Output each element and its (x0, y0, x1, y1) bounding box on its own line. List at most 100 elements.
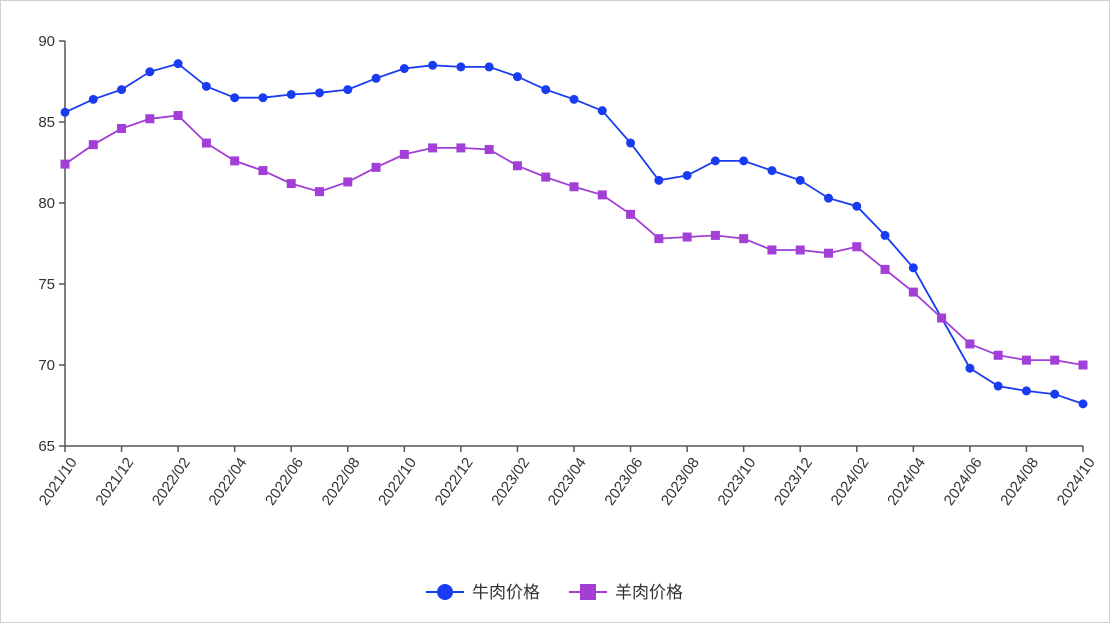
data-point (597, 190, 607, 200)
data-point (908, 287, 918, 297)
data-point (654, 234, 664, 244)
x-tick-label: 2023/08 (658, 455, 703, 509)
data-point (428, 60, 438, 70)
x-tick-label: 2024/04 (884, 455, 929, 509)
x-tick-label: 2021/10 (36, 455, 81, 509)
data-point (88, 94, 98, 104)
data-point (739, 234, 749, 244)
x-tick-label: 2023/10 (714, 455, 759, 509)
data-point (343, 177, 353, 187)
legend-label: 牛肉价格 (472, 583, 540, 603)
x-tick-label: 2022/10 (375, 455, 420, 509)
data-point (428, 143, 438, 153)
data-point (626, 138, 636, 148)
data-point (569, 182, 579, 192)
data-point (1021, 386, 1031, 396)
data-point (60, 107, 70, 117)
data-point (230, 156, 240, 166)
data-point (1078, 399, 1088, 409)
x-tick-label: 2023/12 (771, 455, 816, 509)
data-point (824, 193, 833, 203)
data-point (117, 85, 127, 95)
data-point (286, 89, 296, 99)
legend-label: 羊肉价格 (615, 583, 683, 603)
data-point (541, 172, 551, 182)
data-point (371, 162, 381, 172)
data-point (512, 161, 522, 171)
data-point (117, 123, 127, 133)
data-point (852, 242, 862, 252)
data-point (795, 175, 805, 185)
legend-item-2: 羊肉价格 (569, 583, 683, 603)
data-point (880, 264, 890, 274)
x-tick-label: 2022/06 (262, 455, 307, 509)
data-point (1050, 389, 1060, 399)
data-point (654, 175, 664, 185)
data-point (173, 59, 183, 69)
data-point (399, 64, 409, 74)
legend: 牛肉价格 羊肉价格 (426, 583, 683, 603)
data-point (343, 85, 353, 95)
data-point (258, 93, 268, 103)
data-point (201, 138, 211, 148)
data-point (512, 72, 522, 82)
data-point (145, 67, 155, 77)
data-point (60, 159, 70, 169)
data-point (682, 232, 692, 242)
data-point (795, 245, 805, 255)
data-point (682, 170, 692, 180)
data-point (1021, 355, 1031, 365)
data-point (258, 166, 268, 176)
x-tick-label: 2023/02 (488, 455, 533, 509)
data-point (456, 62, 466, 72)
data-point (371, 73, 381, 83)
legend-marker (580, 584, 596, 600)
x-tick-label: 2022/08 (319, 455, 364, 509)
x-tick-label: 2024/02 (828, 455, 873, 509)
x-tick-label: 2022/12 (432, 455, 477, 509)
data-point (993, 350, 1003, 360)
data-point (145, 114, 155, 124)
x-tick-label: 2023/06 (601, 455, 646, 509)
data-point (993, 381, 1003, 391)
data-point (173, 111, 183, 121)
data-point (569, 94, 579, 104)
y-tick-label: 75 (38, 276, 55, 293)
data-point (908, 263, 918, 273)
x-tick-label: 2022/04 (205, 455, 250, 509)
data-point (767, 166, 777, 176)
data-point (852, 201, 862, 211)
data-point (456, 143, 466, 153)
data-point (1050, 355, 1060, 365)
data-point (484, 145, 494, 155)
x-tick-label: 2024/08 (997, 455, 1042, 509)
data-point (201, 81, 211, 91)
series-line (64, 114, 1084, 366)
data-point (315, 187, 324, 197)
data-point (965, 363, 975, 373)
x-tick-label: 2023/04 (545, 455, 590, 509)
data-point (937, 313, 947, 323)
data-point (710, 156, 720, 166)
data-point (824, 248, 833, 258)
axes: 65 70 75 80 85 90 2021/10 2021/12 2022/02 2022/04… (36, 33, 1099, 509)
x-tick-label: 2021/12 (92, 455, 137, 509)
data-point (880, 230, 890, 240)
data-point (286, 179, 296, 189)
x-tick-label: 2024/06 (941, 455, 986, 509)
y-tick-label: 80 (38, 195, 55, 212)
legend-marker (437, 584, 453, 600)
data-point (767, 245, 777, 255)
data-point (965, 339, 975, 349)
legend-item-1: 牛肉价格 (426, 583, 540, 603)
series-layer (60, 59, 1088, 409)
data-point (399, 149, 409, 159)
y-tick-label: 70 (38, 357, 55, 374)
data-point (484, 62, 494, 72)
y-tick-label: 90 (38, 33, 55, 50)
x-tick-label: 2024/10 (1054, 455, 1099, 509)
series-1 (60, 59, 1088, 409)
data-point (739, 156, 749, 166)
